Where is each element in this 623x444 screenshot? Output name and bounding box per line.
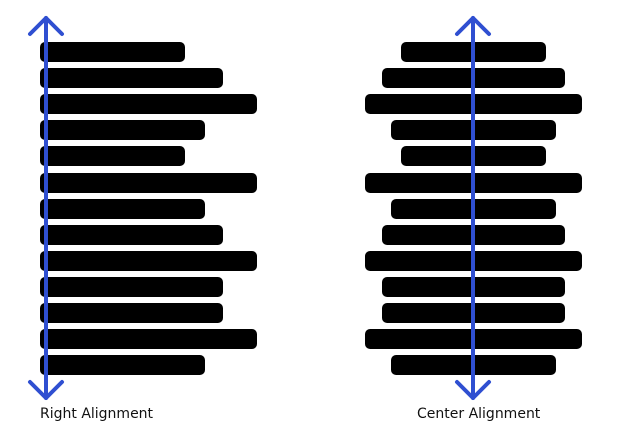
left-bar xyxy=(40,276,223,297)
left-bar xyxy=(40,303,223,323)
left-bar xyxy=(40,172,257,193)
left-bar xyxy=(40,120,205,141)
center-bar xyxy=(391,355,556,376)
left-bar xyxy=(40,224,223,245)
center-bar xyxy=(391,120,556,141)
center-bar xyxy=(382,224,565,245)
center-bar xyxy=(382,303,565,323)
center-bar xyxy=(365,94,582,115)
center-bar xyxy=(382,68,565,89)
center-bar xyxy=(365,172,582,193)
right-aligned-bars xyxy=(0,0,300,444)
right-caption: Center Alignment xyxy=(417,406,541,422)
center-bar xyxy=(382,276,565,297)
center-bar xyxy=(401,42,546,62)
left-bar xyxy=(40,94,257,115)
left-bar xyxy=(40,146,185,167)
left-bar xyxy=(40,329,257,350)
left-bar xyxy=(40,68,223,89)
left-bar xyxy=(40,42,185,62)
left-bar xyxy=(40,355,205,376)
left-bar xyxy=(40,250,257,271)
left-bar xyxy=(40,198,205,219)
right-alignment-panel xyxy=(0,0,300,444)
left-caption: Right Alignment xyxy=(40,406,154,422)
center-bar xyxy=(401,146,546,167)
center-bar xyxy=(365,329,582,350)
center-alignment-panel xyxy=(310,0,623,444)
center-aligned-bars xyxy=(310,0,623,444)
center-bar xyxy=(365,250,582,271)
center-bar xyxy=(391,198,556,219)
